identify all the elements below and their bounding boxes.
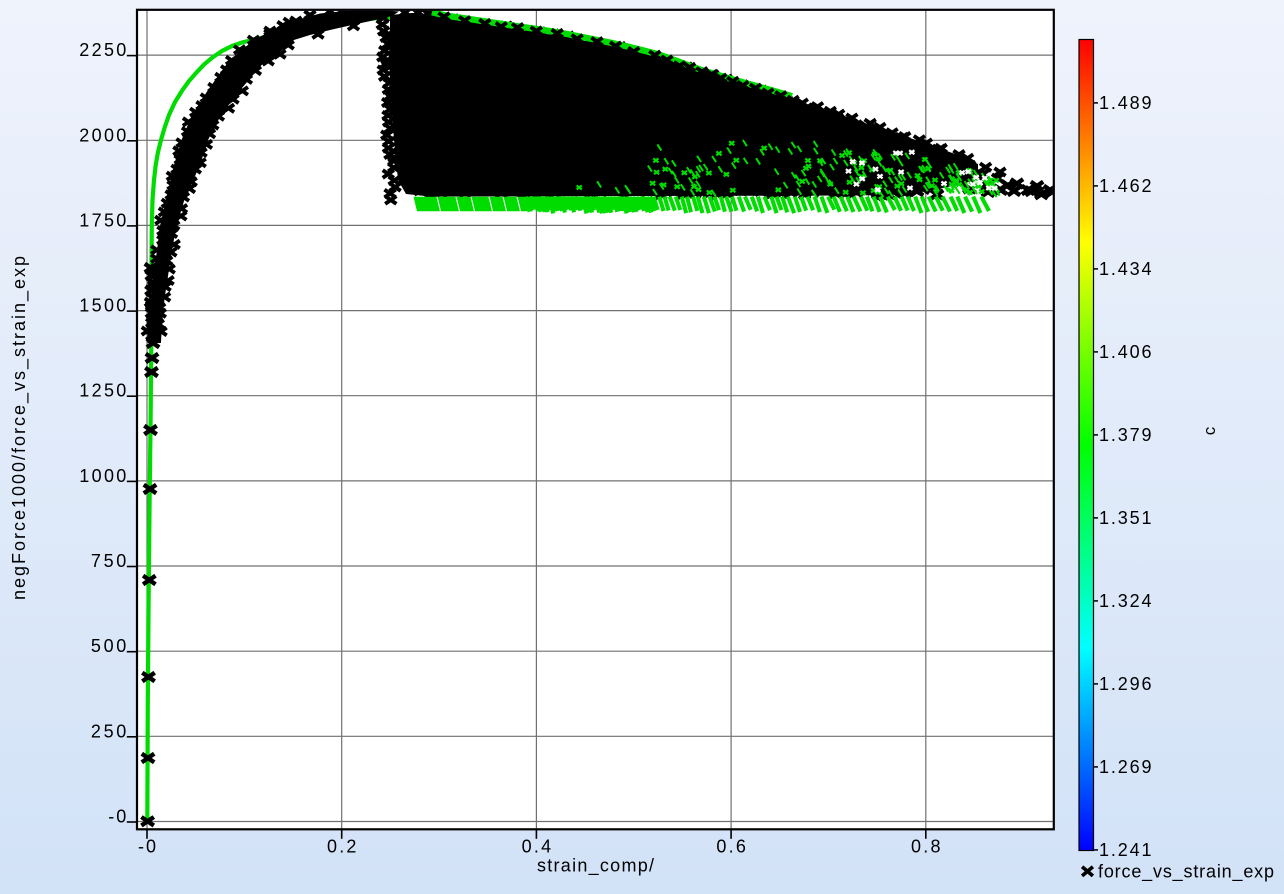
svg-text:negForce1000/force_vs_strain_e: negForce1000/force_vs_strain_exp [9,256,30,600]
svg-text:0.2: 0.2 [327,836,357,856]
svg-text:1.296: 1.296 [1099,674,1152,694]
svg-text:c: c [1200,426,1219,435]
svg-text:1.351: 1.351 [1099,508,1152,528]
svg-text:1.406: 1.406 [1099,342,1152,362]
svg-text:strain_comp/: strain_comp/ [537,856,654,877]
svg-text:0.4: 0.4 [522,836,552,856]
svg-text:750: 750 [91,551,126,571]
svg-text:1.462: 1.462 [1099,176,1152,196]
svg-text:force_vs_strain_exp: force_vs_strain_exp [1098,861,1274,882]
svg-text:250: 250 [91,721,126,741]
svg-text:0.8: 0.8 [911,836,941,856]
svg-text:1.269: 1.269 [1099,757,1152,777]
svg-text:1.241: 1.241 [1099,840,1152,860]
svg-text:-0: -0 [108,807,126,827]
svg-text:500: 500 [91,636,126,656]
svg-text:1.489: 1.489 [1099,93,1152,113]
svg-text:1.324: 1.324 [1099,591,1152,611]
svg-text:1.434: 1.434 [1099,259,1152,279]
svg-text:-0: -0 [138,836,156,856]
svg-text:0.6: 0.6 [716,836,746,856]
svg-text:1.379: 1.379 [1099,425,1152,445]
